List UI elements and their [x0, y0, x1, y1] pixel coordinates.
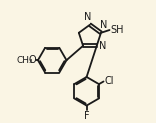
Text: N: N — [100, 20, 107, 30]
Text: Cl: Cl — [104, 77, 114, 86]
Text: CH₃: CH₃ — [16, 56, 33, 65]
Text: N: N — [99, 41, 107, 51]
Text: SH: SH — [110, 25, 124, 35]
Text: N: N — [84, 12, 92, 22]
Text: F: F — [84, 111, 89, 121]
Text: O: O — [28, 55, 36, 65]
